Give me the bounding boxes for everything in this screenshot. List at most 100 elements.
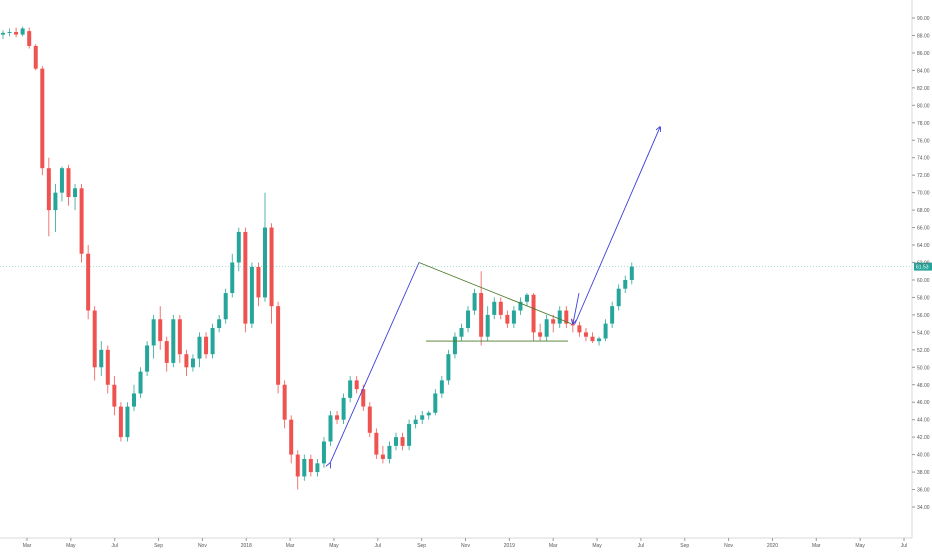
candle — [511, 306, 516, 328]
candle — [433, 389, 438, 416]
candle-body — [282, 384, 287, 420]
candle-body — [597, 338, 602, 342]
y-tick-label: 58.00 — [917, 295, 930, 301]
candle — [374, 428, 379, 459]
arrow-small-down — [573, 292, 580, 324]
candle-body — [236, 231, 241, 263]
candle-body — [14, 31, 19, 35]
candle — [33, 44, 38, 71]
candle — [282, 380, 287, 429]
candle — [158, 306, 163, 350]
candle — [597, 336, 602, 346]
candle-body — [525, 294, 529, 302]
candle — [59, 166, 64, 202]
candle — [335, 410, 340, 425]
y-tick-label: 34.00 — [917, 505, 930, 511]
candle-body — [27, 31, 32, 46]
candle-body — [629, 266, 634, 280]
y-tick-label: 76.00 — [917, 138, 930, 144]
candle — [302, 454, 307, 481]
candle-body — [570, 323, 575, 326]
candle — [564, 306, 569, 328]
candle — [79, 183, 84, 263]
candle — [210, 323, 215, 359]
x-tick-label: Sep — [154, 543, 163, 549]
y-tick-label: 54.00 — [917, 330, 930, 336]
candle-body — [459, 327, 464, 337]
candle — [223, 288, 228, 324]
candle-body — [171, 319, 176, 363]
candle — [551, 314, 556, 333]
y-tick-label: 70.00 — [917, 191, 930, 197]
candle — [544, 314, 549, 342]
candle — [263, 192, 267, 302]
y-tick-label: 82.00 — [917, 86, 930, 92]
candle — [452, 332, 457, 359]
candle-body — [315, 463, 320, 473]
y-tick-label: 44.00 — [917, 418, 930, 424]
candle — [446, 349, 451, 385]
candle-body — [269, 227, 274, 307]
candle-body — [125, 406, 130, 438]
candle-body — [367, 406, 372, 433]
candle-body — [20, 28, 25, 35]
candle-body — [40, 68, 45, 169]
candle-body — [551, 319, 556, 324]
candle-body — [295, 454, 300, 477]
candle-body — [256, 266, 261, 298]
y-tick-label: 36.00 — [917, 488, 930, 494]
candle-body — [518, 301, 523, 311]
candle-body — [354, 380, 359, 390]
x-tick-label: Jul — [375, 543, 381, 549]
arrow-up-1 — [330, 262, 420, 464]
triangle-upper-line — [418, 262, 572, 325]
candle — [479, 271, 484, 346]
x-tick-label: May — [66, 543, 76, 549]
candle — [328, 410, 333, 446]
candle-body — [511, 310, 516, 324]
candle-body — [590, 336, 595, 342]
candle — [394, 432, 398, 451]
x-tick-label: Mar — [23, 543, 32, 549]
candle — [53, 183, 58, 232]
y-tick-label: 50.00 — [917, 365, 930, 371]
candle — [1, 30, 5, 39]
candle-body — [302, 458, 307, 477]
candle — [472, 288, 477, 315]
candle-body — [151, 319, 156, 346]
y-tick-label: 62.00 — [917, 261, 930, 267]
candle — [610, 301, 615, 328]
candle-body — [33, 45, 38, 69]
candle — [623, 275, 628, 294]
candle — [66, 164, 71, 206]
candle — [105, 345, 110, 394]
y-tick-label: 68.00 — [917, 208, 930, 214]
y-tick-label: 74.00 — [917, 156, 930, 162]
candle-body — [197, 336, 202, 359]
candle-body — [420, 415, 425, 420]
candle — [138, 367, 143, 398]
candle — [46, 157, 51, 237]
candle — [204, 332, 209, 359]
candle — [190, 354, 195, 372]
candle — [505, 310, 510, 328]
candle — [531, 293, 536, 342]
y-tick-label: 72.00 — [917, 173, 930, 179]
y-tick-label: 84.00 — [917, 68, 930, 74]
candle-body — [394, 437, 398, 446]
x-tick-label: Sep — [680, 543, 689, 549]
x-tick-label: May — [592, 543, 602, 549]
x-tick-label: Nov — [724, 543, 733, 549]
candle-body — [1, 32, 5, 35]
y-tick-label: 90.00 — [917, 16, 930, 22]
candle — [439, 376, 444, 398]
candle-body — [341, 397, 346, 420]
x-tick-label: Sep — [417, 543, 426, 549]
candle-body — [59, 168, 64, 193]
candles-layer — [1, 26, 634, 490]
candle-body — [407, 424, 412, 446]
candle-body — [112, 384, 117, 407]
